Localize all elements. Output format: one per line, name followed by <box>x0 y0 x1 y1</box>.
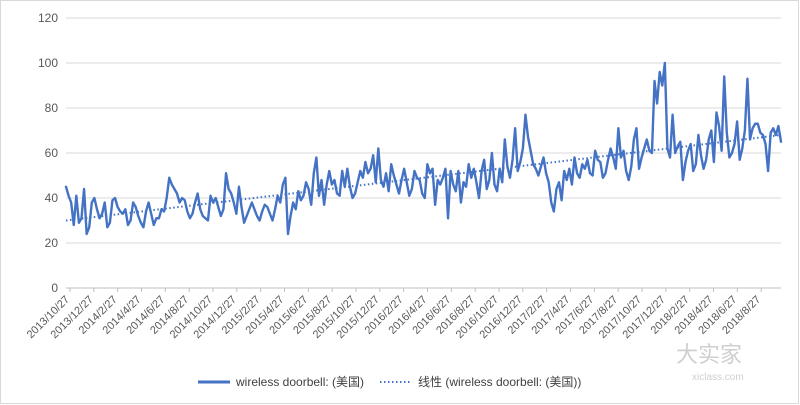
watermark-text: 大实家 <box>676 342 742 367</box>
y-tick-label: 40 <box>45 191 59 205</box>
legend: wireless doorbell: (美国) 线性 (wireless doo… <box>198 375 581 389</box>
series-line-wireless-doorbell <box>64 61 783 236</box>
x-axis-ticks: 2013/10/272013/12/272014/2/272014/4/2720… <box>25 288 763 341</box>
y-tick-label: 80 <box>45 101 59 115</box>
legend-series-label: wireless doorbell: (美国) <box>235 375 364 389</box>
y-axis-ticks: 0 20 40 60 80 100 120 <box>38 11 58 295</box>
y-tick-label: 60 <box>45 146 59 160</box>
y-tick-label: 120 <box>38 11 58 25</box>
watermark: 大实家 xiclass.com <box>676 342 744 383</box>
grid-layer <box>66 17 781 289</box>
watermark-subtext: xiclass.com <box>692 372 744 383</box>
y-tick-label: 0 <box>51 281 58 295</box>
series-layer <box>64 61 783 236</box>
y-tick-label: 100 <box>38 56 58 70</box>
legend-trend-label: 线性 (wireless doorbell: (美国)) <box>418 375 581 389</box>
y-tick-label: 20 <box>45 236 59 250</box>
